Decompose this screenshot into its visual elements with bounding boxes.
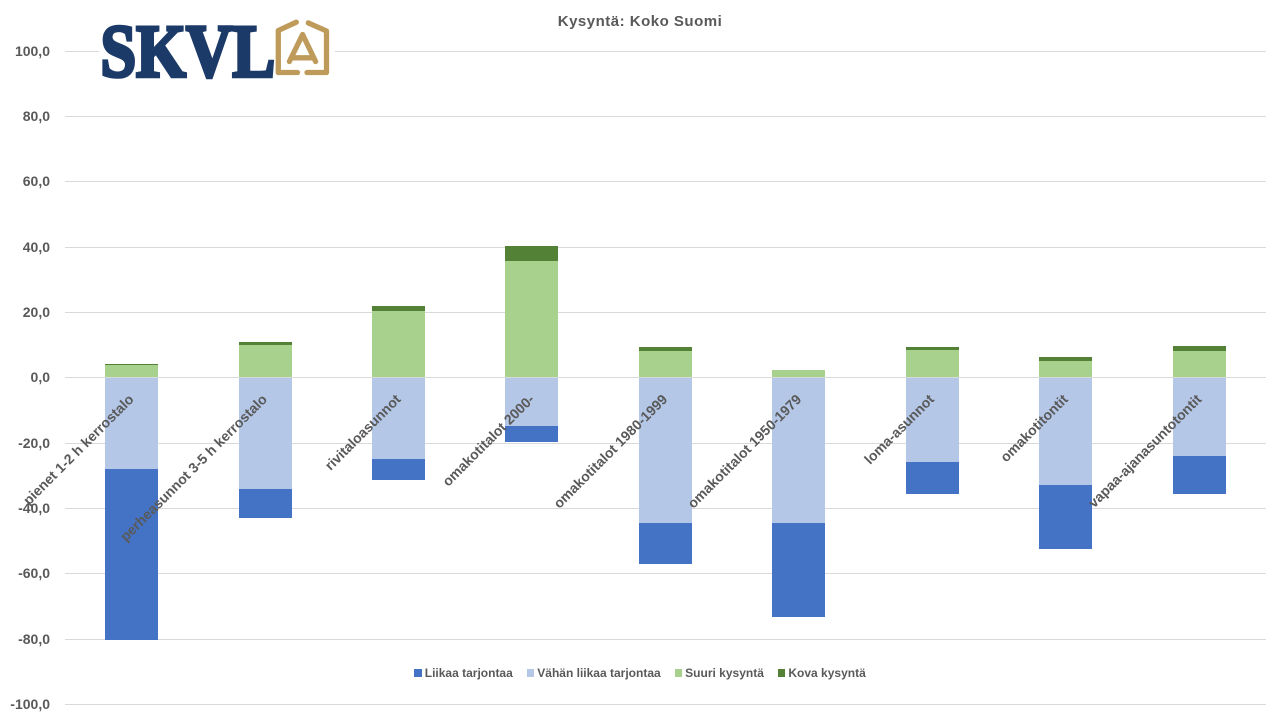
svg-text:SKVL: SKVL xyxy=(101,11,276,94)
